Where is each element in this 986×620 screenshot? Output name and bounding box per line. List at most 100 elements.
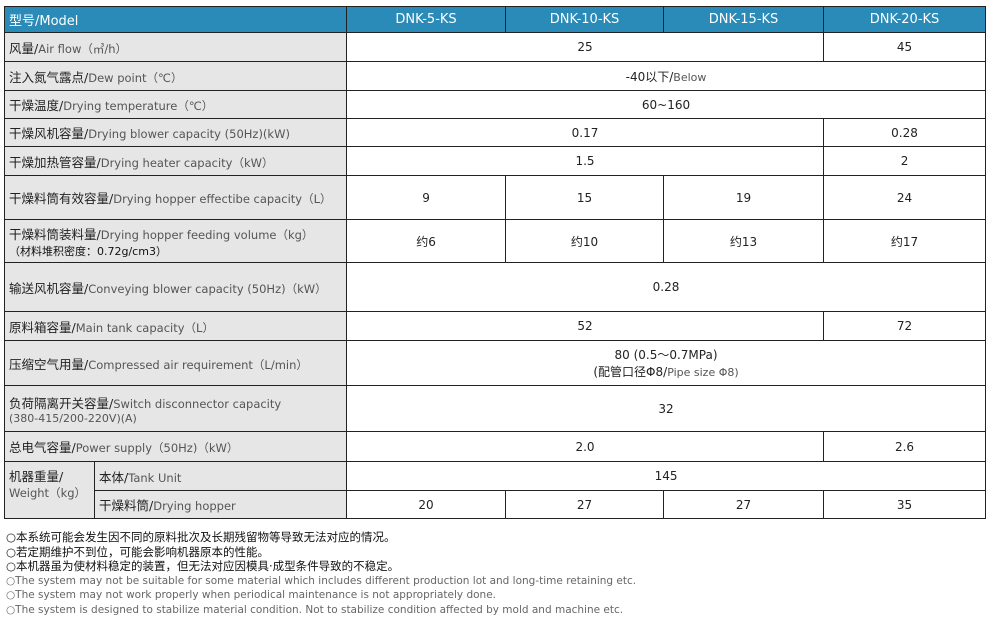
row-feeding: 干燥料筒装料量/Drying hopper feeding volume（kg）…: [3, 219, 986, 263]
row-blower: 干燥风机容量/Drying blower capacity (50Hz)(kW)…: [3, 118, 986, 147]
note-cn: ○本系统可能会发生因不同的原料批次及长期残留物等导致无法对应的情况。: [6, 530, 396, 544]
label-cn: 注入氮气露点/: [9, 69, 89, 85]
value: 20: [346, 490, 507, 519]
label-power: 总电气容量/Power supply（50Hz)（kW）: [3, 431, 348, 462]
label-tank-unit: 本体/Tank Unit: [93, 461, 348, 491]
label-note: （材料堆积密度：0.72g/cm3）: [9, 244, 167, 258]
label-en: Conveying blower capacity (50Hz)（kW）: [88, 281, 327, 296]
row-tank: 原料箱容量/Main tank capacity（L） 52 72: [3, 311, 986, 341]
row-hopper-capacity: 干燥料筒有效容量/Drying hopper effectibe capacit…: [3, 175, 986, 220]
note-cn: ○若定期维护不到位，可能会影响机器原本的性能。: [6, 544, 270, 559]
label-cn: 干燥料筒/: [99, 498, 154, 513]
note-cn: ○本机器虽为使材料稳定的装置，但无法对应因模具·成型条件导致的不稳定。: [6, 559, 400, 574]
label-dew: 注入氮气露点/Dew point（℃）: [3, 61, 348, 91]
row-weight-tank: 机器重量/Weight（kg） 本体/Tank Unit 145: [4, 461, 986, 519]
value: 2.6: [823, 431, 986, 462]
label-cn: 机器重量/: [9, 469, 64, 484]
model-2: DNK-10-KS: [505, 6, 665, 33]
value-en: Below: [673, 70, 707, 84]
row-weight-hopper: 干燥料筒/Drying hopper 20 27 27 35: [5, 490, 986, 519]
row-temp: 干燥温度/Drying temperature（℃） 60~160: [3, 90, 986, 119]
value: -40以下/Below: [346, 61, 986, 91]
notes: ○本系统可能会发生因不同的原料批次及长期残留物等导致无法对应的情况。 ○若定期维…: [6, 530, 636, 618]
row-switch: 负荷隔离开关容量/Switch disconnector capacity (38…: [3, 385, 986, 432]
model-label: 型号/Model: [3, 6, 348, 33]
value: 52: [346, 311, 825, 341]
label-weight: 机器重量/Weight（kg）: [4, 461, 95, 519]
label-blower: 干燥风机容量/Drying blower capacity (50Hz)(kW): [3, 118, 348, 147]
value: 19: [663, 175, 825, 220]
value: 27: [505, 490, 665, 519]
row-heater: 干燥加热管容量/Drying heater capacity（kW） 1.5 2: [3, 146, 986, 176]
label-cn: 干燥温度/: [9, 98, 64, 113]
value: 24: [823, 175, 986, 220]
value: 80 (0.5～0.7MPa) (配管口径Φ8/Pipe size Φ8): [346, 340, 986, 386]
value: 1.5: [346, 146, 825, 176]
label-en: Switch disconnector capacity: [113, 396, 282, 411]
value: 15: [505, 175, 665, 220]
row-conveying: 输送风机容量/Conveying blower capacity (50Hz)（…: [3, 262, 986, 312]
label-conveying: 输送风机容量/Conveying blower capacity (50Hz)（…: [3, 262, 348, 312]
row-airflow: 风量/Air flow（㎥/h） 25 45: [3, 32, 986, 62]
label-en: Drying hopper feeding volume（kg）: [100, 227, 314, 242]
label-heater: 干燥加热管容量/Drying heater capacity（kW）: [3, 146, 348, 176]
label-cn: 总电气容量/: [9, 440, 76, 455]
label-en: Power supply（50Hz)（kW）: [75, 441, 239, 455]
label-cn: 干燥料筒装料量/: [9, 226, 101, 242]
label-airflow: 风量/Air flow（㎥/h）: [3, 32, 348, 62]
label-en: Air flow（㎥/h）: [38, 41, 128, 56]
label-cn: 干燥风机容量/: [9, 126, 89, 141]
note-en: ○The system may not be suitable for some…: [6, 574, 637, 587]
label-tank: 原料箱容量/Main tank capacity（L）: [3, 311, 348, 341]
note-en: ○The system may not work properly when p…: [6, 589, 497, 602]
value: 27: [663, 490, 825, 519]
row-air: 压缩空气用量/Compressed air requirement（L/min）…: [3, 340, 986, 386]
label-cn: 压缩空气用量/: [9, 356, 89, 372]
value: 60~160: [346, 90, 986, 119]
row-power: 总电气容量/Power supply（50Hz)（kW） 2.0 2.6: [3, 431, 986, 462]
label-cn: 本体/: [99, 469, 129, 485]
value: 45: [823, 32, 986, 62]
value-cn: (配管口径Φ8/: [593, 365, 668, 379]
value-en: Pipe size Φ8): [667, 366, 739, 379]
label-feeding: 干燥料筒装料量/Drying hopper feeding volume（kg）…: [3, 219, 348, 263]
value: 0.28: [346, 262, 986, 312]
header-row: 型号/Model DNK-5-KS DNK-10-KS DNK-15-KS DN…: [3, 6, 986, 33]
model-4: DNK-20-KS: [823, 6, 986, 33]
model-3: DNK-15-KS: [663, 6, 825, 33]
value: 约17: [823, 219, 986, 263]
value: 72: [823, 311, 986, 341]
label-en: Tank Unit: [128, 470, 182, 485]
label-en: Dew point（℃）: [88, 70, 183, 85]
value-line1: 80 (0.5～0.7MPa): [614, 348, 718, 362]
label-air: 压缩空气用量/Compressed air requirement（L/min）: [3, 340, 348, 386]
label-en: Weight（kg）: [9, 486, 87, 500]
value: 145: [346, 461, 986, 491]
row-dew: 注入氮气露点/Dew point（℃） -40以下/Below: [3, 61, 986, 91]
label-cn: 干燥料筒有效容量/: [9, 191, 114, 206]
value-cn: -40以下/: [625, 69, 674, 84]
value: 9: [346, 175, 507, 220]
label-en: Drying hopper: [153, 499, 236, 513]
label-drying-hopper: 干燥料筒/Drying hopper: [93, 490, 348, 519]
note-en: ○The system is designed to stabilize mat…: [6, 603, 624, 616]
value: 约13: [663, 219, 825, 263]
label-cn: 原料箱容量/: [9, 319, 76, 335]
value: 2: [823, 146, 986, 176]
value: 约10: [505, 219, 665, 263]
value: 约6: [346, 219, 507, 263]
value: 25: [346, 32, 825, 62]
label-switch: 负荷隔离开关容量/Switch disconnector capacity (38…: [3, 385, 348, 432]
value: 0.28: [823, 118, 986, 147]
label-en: Main tank capacity（L）: [75, 320, 214, 335]
value: 0.17: [346, 118, 825, 147]
value-line2: (配管口径Φ8/Pipe size Φ8): [351, 363, 981, 380]
value: 32: [346, 385, 986, 432]
label-cn: 干燥加热管容量/: [9, 154, 101, 170]
label-cn: 风量/: [9, 40, 39, 56]
label-en: Drying hopper effectibe capacity（L）: [113, 192, 332, 206]
label-cn: 输送风机容量/: [9, 280, 89, 296]
label-en: Compressed air requirement（L/min）: [88, 357, 308, 372]
label-sub: (380-415/200-220V)(A): [9, 411, 137, 425]
label-en: Drying temperature（℃）: [63, 99, 214, 113]
